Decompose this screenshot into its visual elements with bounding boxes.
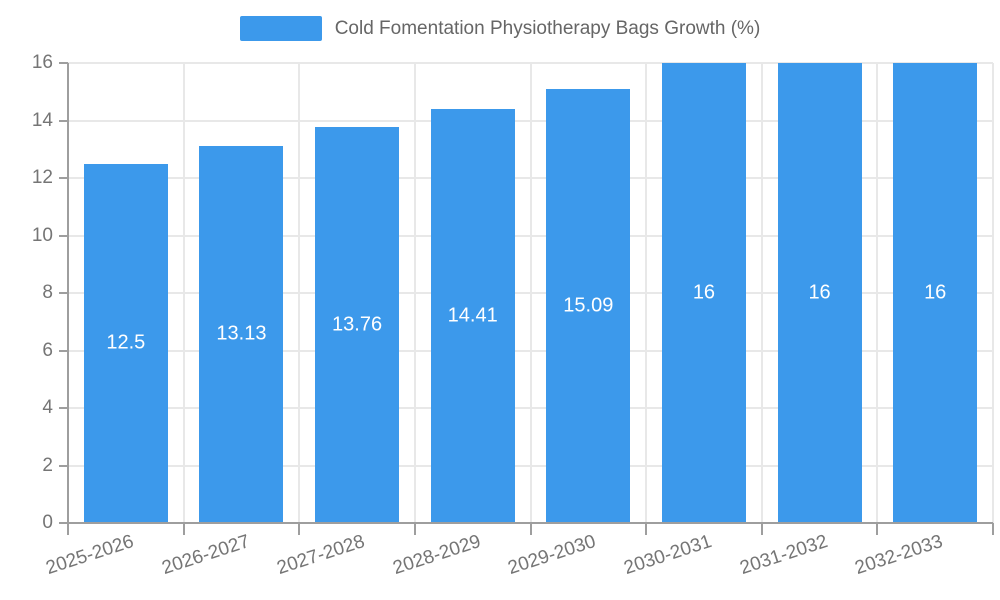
x-axis-label: 2027-2028: [274, 531, 368, 580]
bar-value-label: 15.09: [563, 294, 614, 317]
bar[interactable]: [430, 108, 515, 523]
bar[interactable]: [661, 63, 746, 523]
v-gridline: [992, 63, 994, 523]
bar-value-label: 14.41: [447, 304, 498, 327]
x-axis-label: 2029-2030: [505, 531, 599, 580]
y-tick-label: 16: [31, 52, 53, 73]
y-tick-mark: [59, 464, 68, 467]
x-axis-line: [68, 522, 993, 524]
x-tick-mark: [182, 523, 185, 535]
y-tick-mark: [59, 62, 68, 64]
bar-value-label: 13.13: [216, 322, 267, 345]
y-tick-mark: [59, 349, 68, 352]
x-axis-label: 2031-2032: [737, 531, 831, 580]
bar-value-label: 12.5: [106, 331, 146, 354]
legend-item[interactable]: Cold Fomentation Physiotherapy Bags Grow…: [239, 16, 761, 41]
v-gridline: [529, 63, 532, 523]
y-tick-label: 6: [42, 339, 53, 361]
y-tick-mark: [59, 177, 68, 179]
x-tick-mark: [645, 523, 648, 535]
v-gridline: [298, 63, 301, 523]
y-tick-mark: [59, 234, 68, 237]
y-tick-label: 10: [31, 224, 53, 246]
y-tick-label: 14: [31, 109, 53, 131]
y-tick-label: 8: [42, 282, 53, 303]
v-gridline: [182, 63, 185, 523]
y-tick-label: 12: [31, 167, 53, 188]
y-tick-mark: [59, 292, 68, 294]
bar-value-label: 16: [808, 281, 831, 304]
y-tick-mark: [59, 522, 68, 524]
bar-value-label: 13.76: [332, 313, 383, 336]
legend-label: Cold Fomentation Physiotherapy Bags Grow…: [334, 17, 761, 39]
x-axis-label: 2030-2031: [621, 531, 715, 580]
x-tick-mark: [992, 523, 994, 535]
legend: Cold Fomentation Physiotherapy Bags Grow…: [0, 16, 1000, 41]
y-tick-mark: [59, 407, 68, 409]
bar[interactable]: [83, 163, 168, 523]
bar[interactable]: [893, 63, 978, 523]
x-axis-label: 2028-2029: [390, 531, 484, 580]
x-tick-mark: [413, 523, 416, 535]
legend-swatch-icon: [239, 16, 322, 41]
x-axis-label: 2032-2033: [852, 531, 946, 580]
bar[interactable]: [546, 89, 631, 523]
bar-value-label: 16: [924, 281, 947, 304]
x-axis-label: 2025-2026: [43, 531, 137, 580]
y-tick-label: 4: [42, 397, 53, 418]
bar-value-label: 16: [692, 281, 716, 304]
y-tick-label: 2: [42, 454, 53, 476]
y-tick-mark: [59, 119, 68, 122]
x-tick-mark: [760, 523, 763, 535]
y-tick-label: 0: [42, 512, 53, 533]
bar[interactable]: [777, 63, 862, 523]
x-tick-mark: [298, 523, 301, 535]
y-axis-line: [67, 63, 69, 535]
bar[interactable]: [315, 127, 400, 523]
v-gridline: [645, 63, 648, 523]
v-gridline: [876, 63, 879, 523]
x-tick-mark: [529, 523, 532, 535]
v-gridline: [413, 63, 416, 523]
x-axis-label: 2026-2027: [159, 531, 252, 580]
x-tick-mark: [876, 523, 879, 535]
v-gridline: [760, 63, 763, 523]
bar[interactable]: [199, 145, 284, 523]
